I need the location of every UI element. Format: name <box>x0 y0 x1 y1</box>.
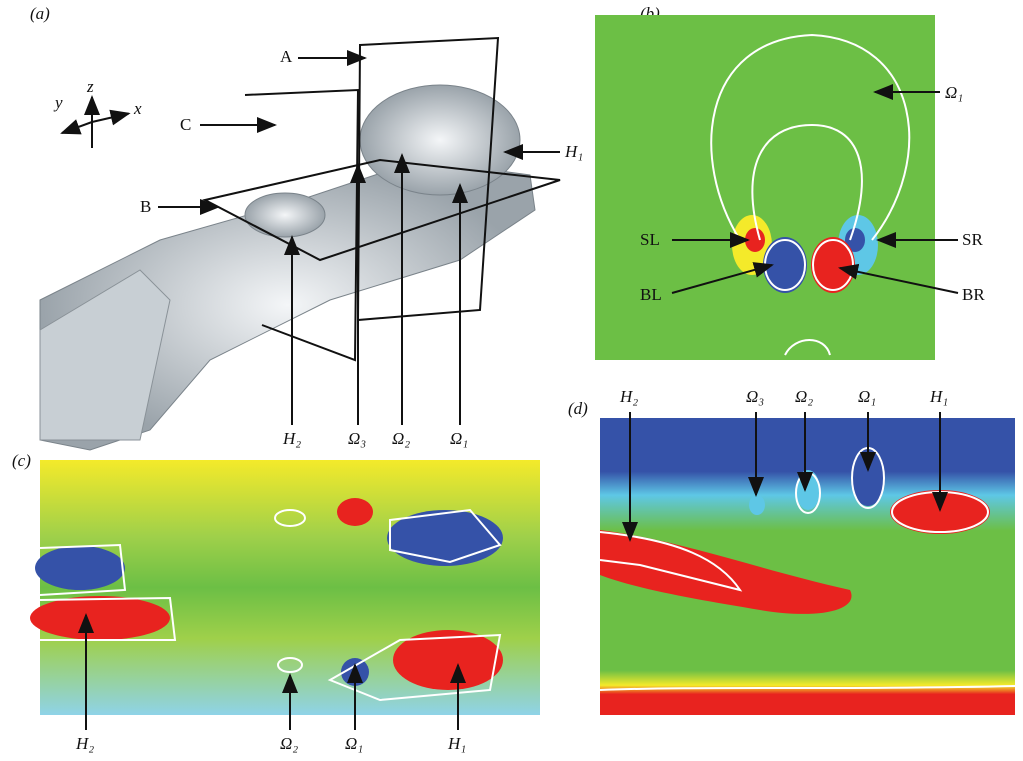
axis-label: x <box>133 99 142 118</box>
annotation: Ω₁ <box>345 734 363 753</box>
annotation: Ω₁ <box>450 429 468 448</box>
annotation: Ω₂ <box>392 429 410 448</box>
annotation: H₂ <box>282 429 301 448</box>
annotation: H₁ <box>929 387 948 406</box>
figure: (a) y z x A C B H₁ H₂ Ω₃ Ω₂ Ω₁ (b) Ω₁ SL… <box>0 0 1023 761</box>
panel-b: (b) Ω₁ SL SR BL BR <box>595 4 985 360</box>
panel-a: (a) y z x A C B H₁ H₂ Ω₃ Ω₂ Ω₁ <box>30 4 583 450</box>
annotation: H₁ <box>564 142 583 161</box>
panel-d: (d) H₂ Ω₃ Ω₂ Ω₁ H₁ <box>568 387 1015 715</box>
plane-label: B <box>140 197 151 216</box>
panel-c: (c) H₂ Ω₂ Ω₁ H₁ <box>12 451 540 753</box>
panel-label: (a) <box>30 4 50 23</box>
annotation: Ω₁ <box>858 387 876 406</box>
panel-label: (d) <box>568 399 588 418</box>
annotation: H₂ <box>75 734 94 753</box>
annotation: Ω₁ <box>945 83 963 102</box>
annotation: SR <box>962 230 983 249</box>
annotation: Ω₃ <box>746 387 764 406</box>
annotation: BL <box>640 285 662 304</box>
plane-label: C <box>180 115 191 134</box>
axis-label: y <box>53 93 63 112</box>
annotation: Ω₂ <box>795 387 813 406</box>
annotation: H₂ <box>619 387 638 406</box>
annotation: BR <box>962 285 985 304</box>
annotation: Ω₂ <box>280 734 298 753</box>
annotation: Ω₃ <box>348 429 366 448</box>
annotation: SL <box>640 230 660 249</box>
plane-label: A <box>280 47 293 66</box>
panel-label: (c) <box>12 451 31 470</box>
annotation: H₁ <box>447 734 466 753</box>
axis-label: z <box>86 77 94 96</box>
